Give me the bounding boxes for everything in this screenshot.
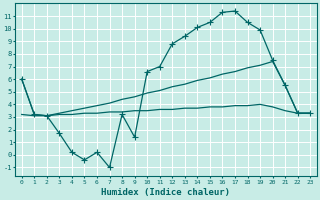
X-axis label: Humidex (Indice chaleur): Humidex (Indice chaleur) (101, 188, 230, 197)
